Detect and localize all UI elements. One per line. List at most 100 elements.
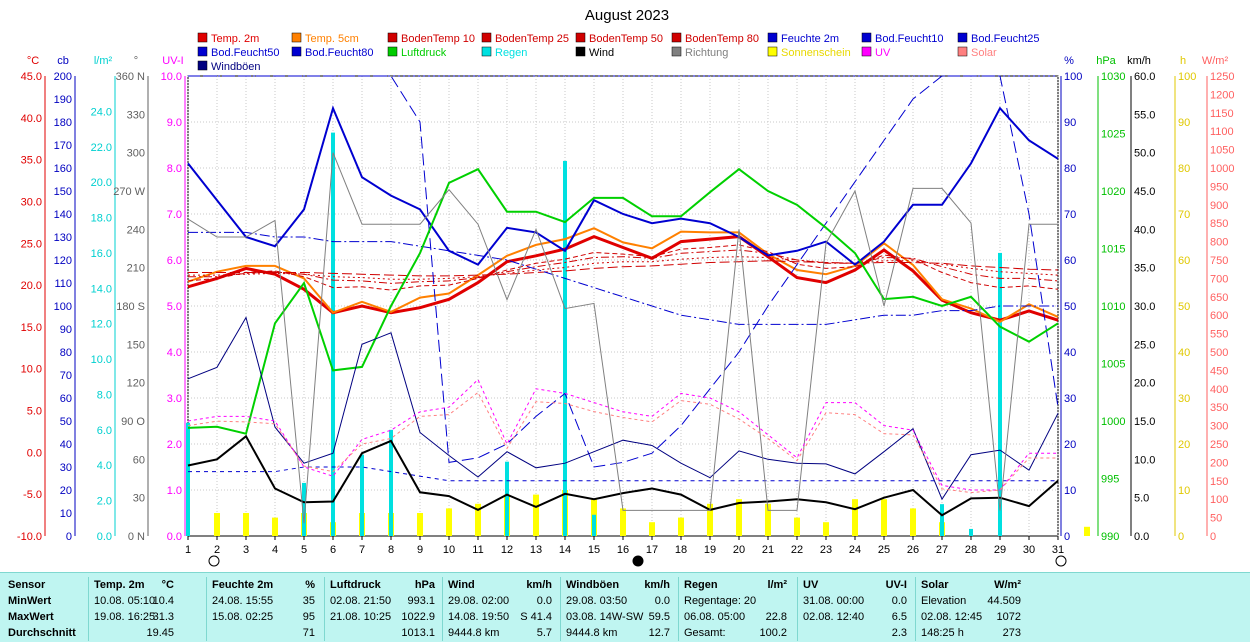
stats-solar-unit: W/m² [994,579,1021,591]
axis-tick-label-wind: 10.0 [1134,454,1155,466]
rain-bar [563,160,567,536]
axis-tick-label-direction: 360 N [116,71,145,83]
axis-tick-label-direction: 210 [127,263,145,275]
axis-tick-label-uv: 6.0 [167,255,182,267]
axis-tick-label-pressure: 1000 [1101,416,1125,428]
stats-solar-title: Solar [921,579,949,591]
stats-feuchte-unit: % [305,579,315,591]
axis-tick-label-solar: 50 [1210,513,1222,525]
series-line-bodentemp-25 [188,249,1059,284]
axis-tick-label-rain: 24.0 [91,106,112,118]
x-tick-label: 18 [675,544,687,556]
sunshine-bar [417,513,423,536]
axis-tick-label-solar: 1100 [1210,126,1234,138]
legend-swatch [575,32,586,43]
legend-label: Windböen [211,61,261,73]
x-tick-label: 9 [417,544,423,556]
axis-tick-label-pressure: 1010 [1101,301,1125,313]
stats-feuchte-value: 35 [302,595,315,607]
axis-tick-label-sun: 0 [1178,531,1184,543]
legend-swatch [767,46,778,57]
stats-luftdruck-value: 993.1 [407,595,435,607]
axis-tick-label-solar: 200 [1210,457,1228,469]
axis-tick-label-humidity: 90 [1064,117,1076,129]
stats-label-avg: Durchschnitt [8,627,76,639]
legend-swatch [481,32,492,43]
axis-tick-label-cb: 150 [54,186,72,198]
axis-tick-label-sun: 10 [1178,485,1190,497]
axis-tick-label-cb: 180 [54,117,72,129]
legend-label: BodenTemp 50 [589,33,663,45]
stats-feuchte-time: 15.08. 02:25 [212,611,274,623]
axis-tick-label-uv: 1.0 [167,485,182,497]
axis-tick-label-direction: 90 O [121,416,145,428]
axis-tick-label-solar: 150 [1210,476,1228,488]
stats-feuchte-time: 24.08. 15:55 [212,595,274,607]
stats-uv-time: 02.08. 12:40 [803,611,865,623]
legend-label: Bod.Feucht80 [305,47,374,59]
legend-swatch [861,32,872,43]
stats-regen-value: 100.2 [759,627,787,639]
axis-unit-cb: cb [57,55,69,67]
sunshine-bar [678,517,684,536]
x-tick-label: 30 [1023,544,1035,556]
axis-tick-label-pressure: 1020 [1101,186,1125,198]
rain-bar [360,454,364,536]
axis-tick-label-solar: 650 [1210,292,1228,304]
axis-tick-label-wind: 55.0 [1134,109,1155,121]
axis-tick-label-rain: 14.0 [91,283,112,295]
stats-boeen-time: 29.08. 03:50 [566,595,628,607]
stats-solar-time: 02.08. 12:45 [921,611,983,623]
axis-tick-label-humidity: 20 [1064,439,1076,451]
axis-tick-label-humidity: 10 [1064,485,1076,497]
sunshine-bar [649,522,655,536]
rain-bar [592,514,596,536]
axis-unit-humidity: % [1064,55,1074,67]
stats-separator [678,577,679,641]
x-tick-label: 10 [443,544,455,556]
axis-tick-label-sun: 40 [1178,347,1190,359]
stats-uv-value: 2.3 [891,627,907,639]
stats-luftdruck-time: 21.08. 10:25 [330,611,392,623]
axis-tick-label-cb: 70 [60,370,72,382]
axis-tick-label-uv: 3.0 [167,393,182,405]
axis-tick-label-solar: 950 [1210,181,1228,193]
stats-temp-column: Temp. 2m °C 10.08. 05:10 10.4 19.08. 16:25 31… [94,579,184,643]
legend-swatch [387,32,398,43]
x-tick-label: 28 [965,544,977,556]
stats-uv-value: 0.0 [891,595,907,607]
x-tick-label: 2 [214,544,220,556]
legend-label: Bod.Feucht50 [211,47,280,59]
axis-tick-label-wind: 45.0 [1134,186,1155,198]
axis-tick-label-sun: 80 [1178,163,1190,175]
stats-temp-value: 10.4 [152,595,174,607]
axis-tick-label-wind: 35.0 [1134,263,1155,275]
axis-tick-label-cb: 190 [54,94,72,106]
legend-swatch [767,32,778,43]
stats-boeen-column: Windböen km/h 29.08. 03:50 0.0 03.08. 14W-SW… [566,579,686,643]
legend-swatch [957,46,968,57]
axis-tick-label-direction: 0 N [128,531,145,543]
series-line-temp-5cm [187,227,1059,324]
legend-label: Luftdruck [401,47,447,59]
axis-tick-label-cb: 10 [60,508,72,520]
stats-temp-value: 19.45 [146,627,174,639]
rain-bar [940,504,944,536]
series-line-bod-feucht80 [188,466,1058,482]
axis-tick-label-solar: 550 [1210,329,1228,341]
axis-tick-label-temp: 25.0 [21,238,42,250]
x-tick-label: 7 [359,544,365,556]
axis-tick-label-pressure: 1015 [1101,244,1125,256]
axis-tick-label-humidity: 50 [1064,301,1076,313]
rain-bar [998,252,1002,536]
series-line-windb-en [187,316,1059,501]
stats-separator [324,577,325,641]
stats-boeen-value: 0.0 [654,595,670,607]
sunshine-bar [214,513,220,536]
stats-temp-value: 31.3 [152,611,174,623]
x-tick-label: 23 [820,544,832,556]
axis-tick-label-rain: 16.0 [91,248,112,260]
axis-tick-label-direction: 120 [127,378,145,390]
x-tick-label: 15 [588,544,600,556]
sunshine-bar [823,522,829,536]
